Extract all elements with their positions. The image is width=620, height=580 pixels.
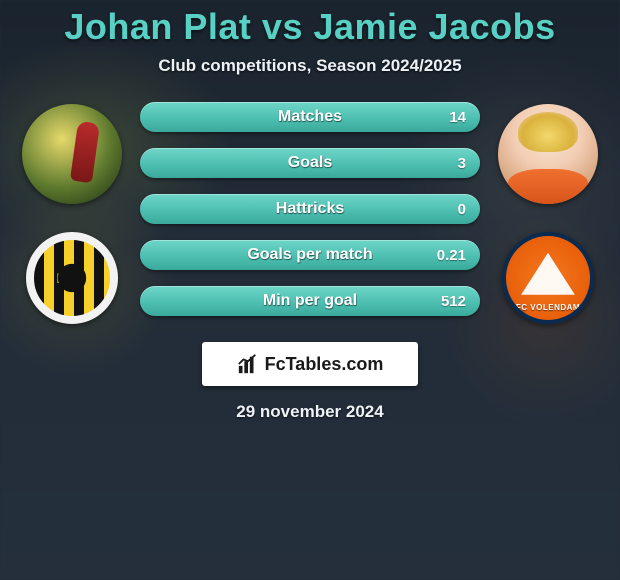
infographic: Johan Plat vs Jamie Jacobs Club competit… — [0, 0, 620, 580]
page-title: Johan Plat vs Jamie Jacobs — [64, 6, 555, 48]
comparison-row: RJC Matches 14 Goals 3 Hattricks 0 Goals — [0, 98, 620, 324]
stat-label: Goals per match — [247, 246, 372, 264]
stat-bar: Matches 14 — [140, 102, 480, 132]
club-crest-right-label: FC VOLENDAM — [506, 303, 590, 312]
page-subtitle: Club competitions, Season 2024/2025 — [158, 56, 461, 76]
brand-badge: FcTables.com — [202, 342, 418, 386]
stat-label: Min per goal — [263, 292, 357, 310]
stat-value-right: 14 — [449, 109, 466, 126]
stat-label: Goals — [288, 154, 332, 172]
stat-value-right: 0.21 — [437, 247, 466, 264]
stat-bar: Min per goal 512 — [140, 286, 480, 316]
right-side: FC VOLENDAM — [498, 98, 598, 324]
stat-bar: Hattricks 0 — [140, 194, 480, 224]
stat-bar: Goals 3 — [140, 148, 480, 178]
club-crest-left: RJC — [26, 232, 118, 324]
stat-label: Hattricks — [276, 200, 344, 218]
stat-bars: Matches 14 Goals 3 Hattricks 0 Goals per… — [140, 98, 480, 316]
chart-icon — [237, 353, 259, 375]
player-avatar-left — [22, 104, 122, 204]
player-avatar-right — [498, 104, 598, 204]
club-crest-right: FC VOLENDAM — [502, 232, 594, 324]
date-text: 29 november 2024 — [236, 402, 383, 422]
stat-value-right: 0 — [458, 201, 466, 218]
club-crest-left-label: RJC — [34, 240, 110, 316]
brand-text: FcTables.com — [265, 354, 384, 375]
stat-value-right: 3 — [458, 155, 466, 172]
stat-bar: Goals per match 0.21 — [140, 240, 480, 270]
left-side: RJC — [22, 98, 122, 324]
stat-value-right: 512 — [441, 293, 466, 310]
stat-label: Matches — [278, 108, 342, 126]
